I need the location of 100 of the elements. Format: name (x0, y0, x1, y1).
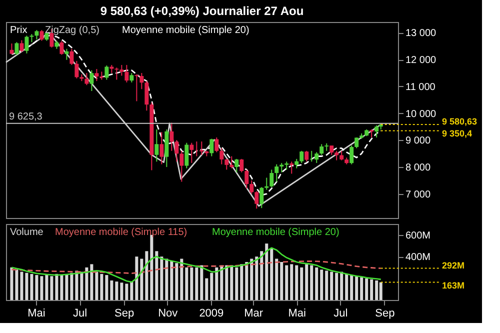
candlestick (230, 156, 234, 169)
annotation: 9 350,4 (442, 128, 472, 139)
bar (240, 264, 244, 300)
candlestick (184, 142, 189, 169)
bar (245, 262, 248, 300)
bar (110, 280, 114, 300)
bar (340, 272, 344, 300)
candlestick (124, 64, 129, 83)
bar (160, 256, 164, 300)
bar (40, 276, 44, 300)
bar (135, 256, 138, 300)
candlestick (174, 140, 179, 162)
y-tick-label: 12 000 (406, 55, 437, 66)
candlestick (190, 142, 194, 164)
bar (215, 267, 218, 300)
bar (310, 265, 314, 300)
candlestick (140, 72, 144, 90)
candlestick (310, 150, 314, 162)
y-tick-label: 400M (406, 252, 431, 264)
candlestick (180, 150, 184, 182)
x-tick-label: Mai (28, 308, 46, 320)
annotation: 163M (442, 280, 465, 290)
bar (335, 272, 338, 300)
candlestick (74, 60, 79, 79)
candlestick (154, 128, 159, 162)
bar (375, 280, 378, 300)
bar (60, 275, 64, 300)
candlestick (244, 169, 249, 189)
bar (20, 272, 24, 300)
line-series (11, 260, 382, 274)
bar (145, 251, 148, 300)
bar (200, 265, 204, 300)
candlestick (334, 150, 339, 161)
bar (295, 265, 298, 300)
bar (70, 272, 74, 300)
bar (195, 267, 198, 300)
bar (330, 272, 334, 300)
candlestick (200, 140, 204, 156)
bar (205, 278, 208, 300)
candlestick (320, 144, 324, 156)
text: Moyenne mobile (Simple 20) (122, 25, 250, 36)
x-tick-label: Sep (375, 308, 395, 320)
candlestick (214, 136, 219, 153)
bar (155, 251, 158, 300)
candlestick (274, 164, 279, 182)
x-tick-label: Mai (288, 308, 306, 320)
bar (190, 267, 194, 300)
bar (379, 282, 382, 300)
candlestick (40, 30, 44, 42)
bar (300, 267, 304, 300)
y-tick-label: 13 000 (406, 28, 437, 40)
candlestick (24, 35, 29, 54)
candlestick (14, 42, 19, 56)
annotation: Prix (10, 25, 28, 36)
bar (260, 251, 264, 300)
bar (305, 264, 308, 300)
bar (355, 276, 358, 300)
candlestick (250, 180, 254, 194)
bar (105, 275, 108, 300)
candlestick (64, 48, 69, 60)
bar (10, 267, 14, 300)
bar (100, 274, 104, 300)
candlestick (224, 158, 229, 170)
bar (85, 267, 88, 300)
chart-title: 9 580,63 (+0,39%) Journalier 27 Aou (100, 4, 304, 18)
line-series (11, 247, 382, 283)
bar (55, 274, 58, 300)
bar (115, 282, 118, 300)
candlestick (290, 161, 294, 174)
candlestick (120, 64, 124, 76)
x-tick-label: Mar (244, 308, 264, 320)
bar (45, 275, 48, 300)
text: Volume (10, 227, 44, 238)
bar (15, 270, 18, 300)
candlestick (350, 145, 354, 165)
candlestick (300, 150, 304, 164)
candlestick (374, 124, 379, 138)
candlestick (264, 177, 269, 190)
bar (165, 258, 168, 300)
candlestick (294, 158, 299, 169)
bar (185, 267, 188, 300)
candlestick (130, 72, 134, 83)
x-tick-label: Jul (334, 308, 348, 320)
bar (125, 284, 128, 300)
candlestick (254, 190, 259, 210)
bar (370, 279, 374, 300)
candlestick (240, 158, 244, 173)
ref-line-label: 9 625,3 (9, 111, 43, 122)
candlestick (220, 148, 224, 165)
bar (35, 275, 38, 300)
candlestick (144, 80, 149, 112)
candlestick (94, 68, 99, 82)
candlestick (210, 138, 214, 157)
bar (50, 276, 54, 300)
bar (175, 263, 178, 300)
series-label: Moyenne mobile (Simple 20) (212, 227, 340, 238)
text: Moyenne mobile (Simple 115) (55, 227, 188, 238)
bar (275, 258, 278, 300)
candlestick (304, 150, 309, 162)
candlestick (340, 150, 344, 161)
